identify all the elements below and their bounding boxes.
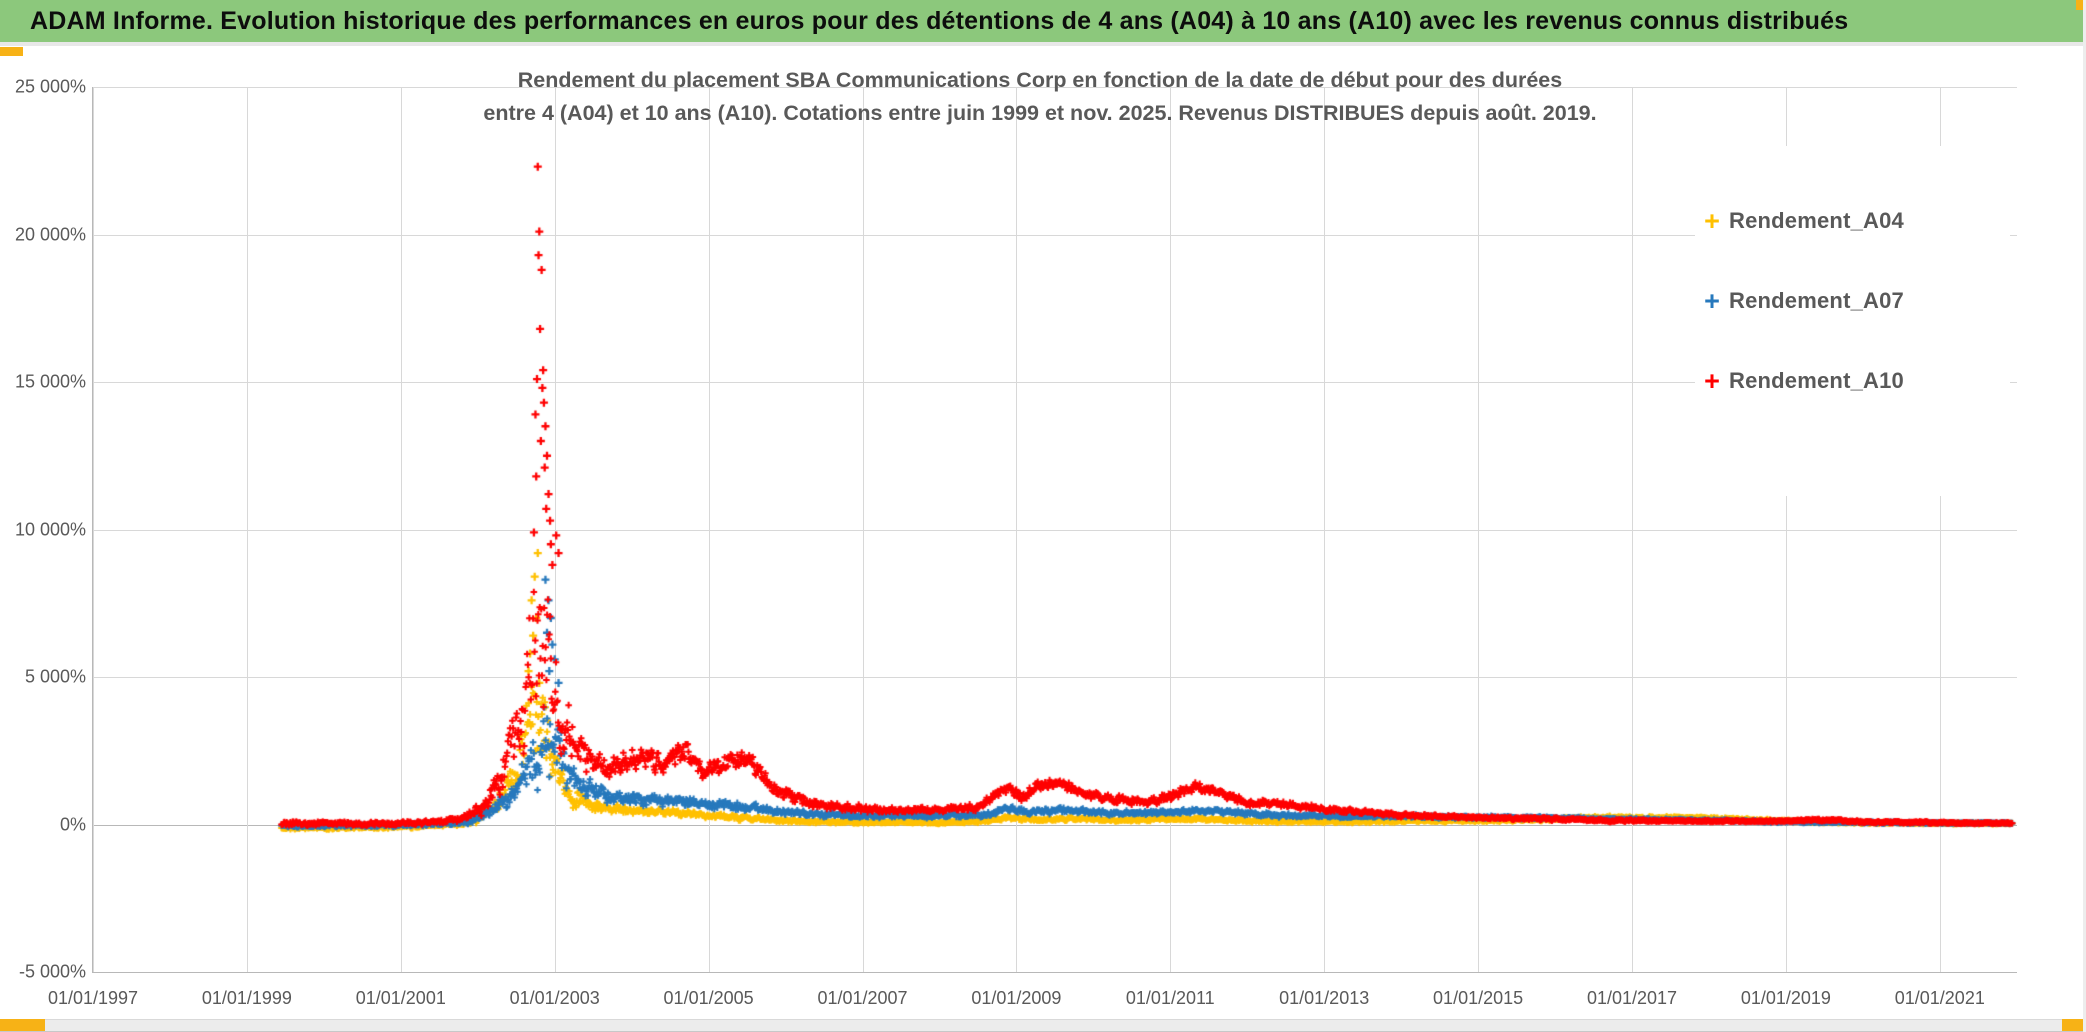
legend-label: Rendement_A04 — [1729, 208, 1904, 233]
legend-label: Rendement_A07 — [1729, 288, 1904, 313]
scrollbar-right-accent-icon — [2062, 1019, 2086, 1031]
app-header-banner: ADAM Informe. Evolution historique des p… — [0, 0, 2086, 46]
chart-legend: + Rendement_A04 + Rendement_A07 + Rendem… — [1695, 146, 2010, 496]
chart-title: Rendement du placement SBA Communication… — [390, 64, 1690, 130]
horizontal-scrollbar[interactable] — [0, 1019, 2086, 1032]
legend-item-rendement-a04[interactable]: + Rendement_A04 — [1695, 204, 2010, 238]
legend-item-rendement-a10[interactable]: + Rendement_A10 — [1695, 364, 2010, 398]
plus-marker-icon: + — [1704, 366, 1720, 396]
plus-marker-icon: + — [1704, 286, 1720, 316]
app-header-title: ADAM Informe. Evolution historique des p… — [30, 6, 1849, 35]
scrollbar-left-accent-icon — [0, 1019, 45, 1031]
plus-marker-icon: + — [1704, 206, 1720, 236]
corner-accent-icon — [2076, 0, 2086, 10]
legend-item-rendement-a07[interactable]: + Rendement_A07 — [1695, 284, 2010, 318]
chart-title-line2: entre 4 (A04) et 10 ans (A10). Cotations… — [483, 101, 1597, 125]
left-accent-icon — [0, 47, 23, 57]
legend-label: Rendement_A10 — [1729, 368, 1904, 393]
chart-title-line1: Rendement du placement SBA Communication… — [517, 68, 1563, 92]
chart-area[interactable]: -5 000%0%5 000%10 000%15 000%20 000%25 0… — [0, 56, 2086, 1018]
